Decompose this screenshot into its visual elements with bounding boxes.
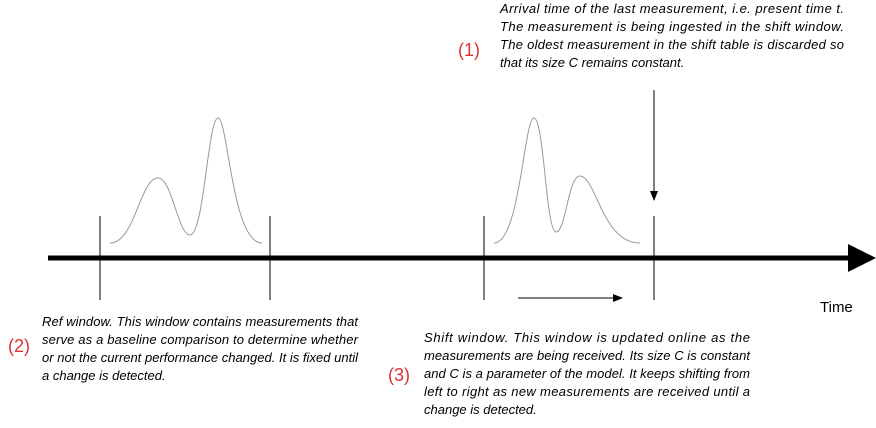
annotation-line: measurements are being received. Its siz… <box>424 348 751 363</box>
annotation-line: serve as a baseline comparison to determ… <box>42 332 359 347</box>
annotation-line: that its size C remains constant. <box>500 55 684 70</box>
annotation-line: and C is a parameter of the model. It ke… <box>424 366 750 381</box>
annotation-line: Arrival time of the last measurement, i.… <box>499 1 844 16</box>
annotation-number: (3) <box>388 365 410 385</box>
annotation-line: left to right as new measurements are re… <box>424 384 750 399</box>
annotation-number: (1) <box>458 40 480 60</box>
annotation-line: a change is detected. <box>42 368 166 383</box>
annotation-line: The oldest measurement in the shift tabl… <box>500 37 844 52</box>
axis-arrowhead <box>848 244 876 272</box>
annotation-line: change is detected. <box>424 402 537 417</box>
annotation-line: The measurement is being ingested in the… <box>500 19 844 34</box>
annotation-line: Ref window. This window contains measure… <box>42 314 359 329</box>
annotation-number: (2) <box>8 336 30 356</box>
shift-distribution <box>493 117 641 244</box>
annotation-line: or not the current performance changed. … <box>42 350 359 365</box>
axis-label: Time <box>820 299 853 316</box>
ref-distribution <box>109 117 263 244</box>
annotation-line: Shift window. This window is updated onl… <box>424 330 750 345</box>
